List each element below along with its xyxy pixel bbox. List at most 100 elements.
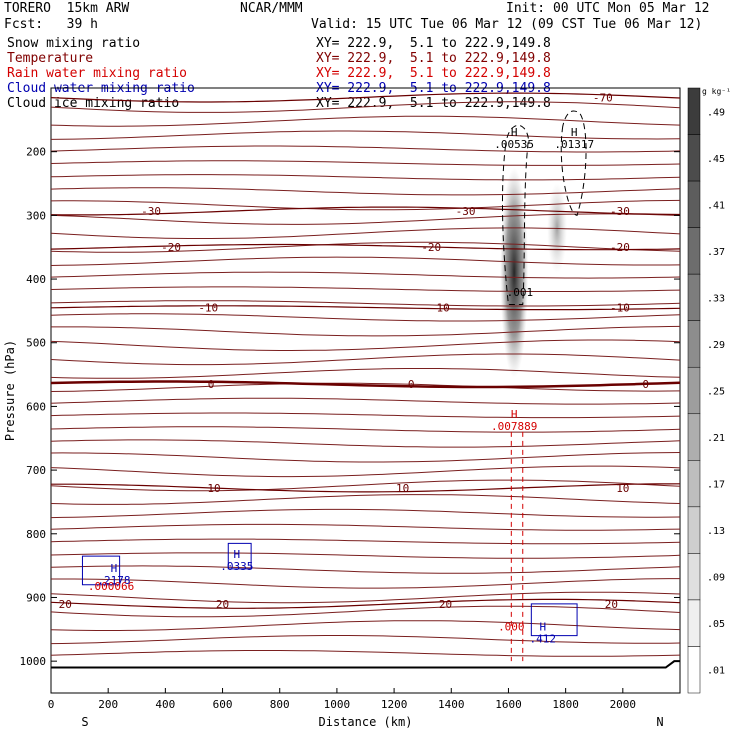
temperature-contour (50, 187, 681, 196)
extremum-label: H (111, 562, 118, 575)
temperature-contour (50, 241, 681, 253)
x-tick-label: 1000 (324, 698, 351, 711)
y-tick-label: 200 (26, 146, 46, 159)
temperature-contour (50, 300, 681, 307)
contour-label: 0 (642, 378, 649, 391)
colorbar-segment (687, 553, 701, 601)
temperature-contour (50, 353, 681, 366)
org-title: NCAR/MMM (240, 1, 303, 16)
temperature-contour (50, 382, 681, 392)
field-name: Rain water mixing ratio (7, 66, 188, 81)
field-xy: XY= 222.9, 5.1 to 222.9,149.8 (316, 66, 551, 81)
extremum-label: H (234, 548, 241, 561)
extremum-value: .007889 (491, 420, 537, 433)
x-tick-label: 1400 (438, 698, 465, 711)
colorbar-label: .01 (707, 666, 725, 677)
contour-label: 10 (207, 482, 220, 495)
field-xy: XY= 222.9, 5.1 to 222.9,149.8 (316, 36, 551, 51)
colorbar-label: .13 (707, 526, 725, 537)
colorbar-segment (687, 599, 701, 647)
temperature-contour (50, 286, 681, 292)
field-xy: XY= 222.9, 5.1 to 222.9,149.8 (316, 51, 551, 66)
temperature-contour (50, 368, 681, 379)
colorbar-label: .21 (707, 433, 725, 444)
valid-time: Valid: 15 UTC Tue 06 Mar 12 (09 CST Tue … (311, 17, 703, 32)
colorbar-segment (687, 320, 701, 368)
colorbar-label: .29 (707, 340, 725, 351)
colorbar-segment (687, 646, 701, 694)
temperature-contour (50, 397, 681, 405)
colorbar-label: .49 (707, 107, 725, 118)
extremum-label: H (511, 408, 518, 421)
colorbar-label: .45 (707, 154, 725, 165)
model-title: TORERO 15km ARW (4, 1, 130, 16)
north-label: N (656, 715, 663, 729)
contour-label: -70 (593, 92, 613, 105)
snow-core (500, 167, 529, 378)
snow-contour (501, 124, 529, 306)
x-tick-label: 800 (270, 698, 290, 711)
temperature-contour (50, 494, 681, 505)
colorbar-segment (687, 460, 701, 508)
colorbar-segment (687, 273, 701, 321)
y-tick-label: 1000 (20, 655, 47, 668)
x-tick-label: 1800 (552, 698, 579, 711)
temperature-contour-labeled (50, 380, 681, 389)
extremum-label: H (571, 126, 578, 139)
x-axis-label: Distance (km) (319, 715, 413, 729)
extremum-value: .0335 (220, 560, 253, 573)
temperature-contour (50, 605, 681, 618)
temperature-contour (51, 578, 680, 589)
contour-label: -30 (456, 205, 476, 218)
contour-label: -30 (141, 205, 161, 218)
colorbar-label: .25 (707, 387, 725, 398)
temperature-contour (51, 325, 681, 337)
temperature-contour (50, 115, 681, 127)
contour-label: 20 (439, 598, 452, 611)
terrain-line (51, 660, 680, 669)
temperature-contour (50, 439, 681, 448)
contour-label: 20 (59, 598, 72, 611)
extremum-value: .412 (530, 633, 557, 646)
ice-contour (560, 110, 587, 216)
cloud-water-contour (227, 542, 252, 570)
colorbar-segment (687, 180, 701, 228)
colorbar-segment (687, 134, 701, 182)
temperature-contour (50, 271, 681, 279)
cloud-water-contour (530, 603, 578, 637)
x-tick-label: 0 (48, 698, 55, 711)
x-tick-label: 2000 (610, 698, 637, 711)
extremum-label: .000066 (88, 580, 134, 593)
y-tick-label: 800 (26, 528, 46, 541)
x-tick-label: 1200 (381, 698, 408, 711)
y-tick-label: 900 (26, 591, 46, 604)
x-tick-label: 1600 (495, 698, 522, 711)
temperature-contour (50, 412, 681, 419)
y-tick-label: 600 (26, 400, 46, 413)
y-tick-label: 300 (26, 209, 46, 222)
plot-frame (50, 87, 681, 694)
temperature-contour (50, 101, 681, 113)
snow-shading (500, 167, 568, 378)
forecast-hour: Fcst: 39 h (4, 17, 98, 32)
extremum-label: .001 (507, 286, 534, 299)
cloud-water-contour (81, 555, 121, 586)
temperature-contour (50, 160, 681, 166)
temperature-contour (50, 552, 681, 559)
extremum-value: .00535 (494, 138, 534, 151)
field-name: Snow mixing ratio (7, 36, 141, 51)
temperature-contour-labeled (51, 483, 681, 493)
temperature-contour (50, 523, 681, 531)
temperature-contour (50, 508, 681, 519)
colorbar-label: .41 (707, 200, 725, 211)
x-tick-label: 200 (98, 698, 118, 711)
temperature-contour (50, 199, 681, 211)
contour-label: -20 (421, 241, 441, 254)
colorbar-segment (687, 413, 701, 461)
temperature-contour (50, 130, 681, 140)
temperature-contour (50, 650, 681, 657)
colorbar-segment (687, 506, 701, 554)
y-tick-label: 400 (26, 273, 46, 286)
temperature-contour-labeled (50, 243, 681, 251)
